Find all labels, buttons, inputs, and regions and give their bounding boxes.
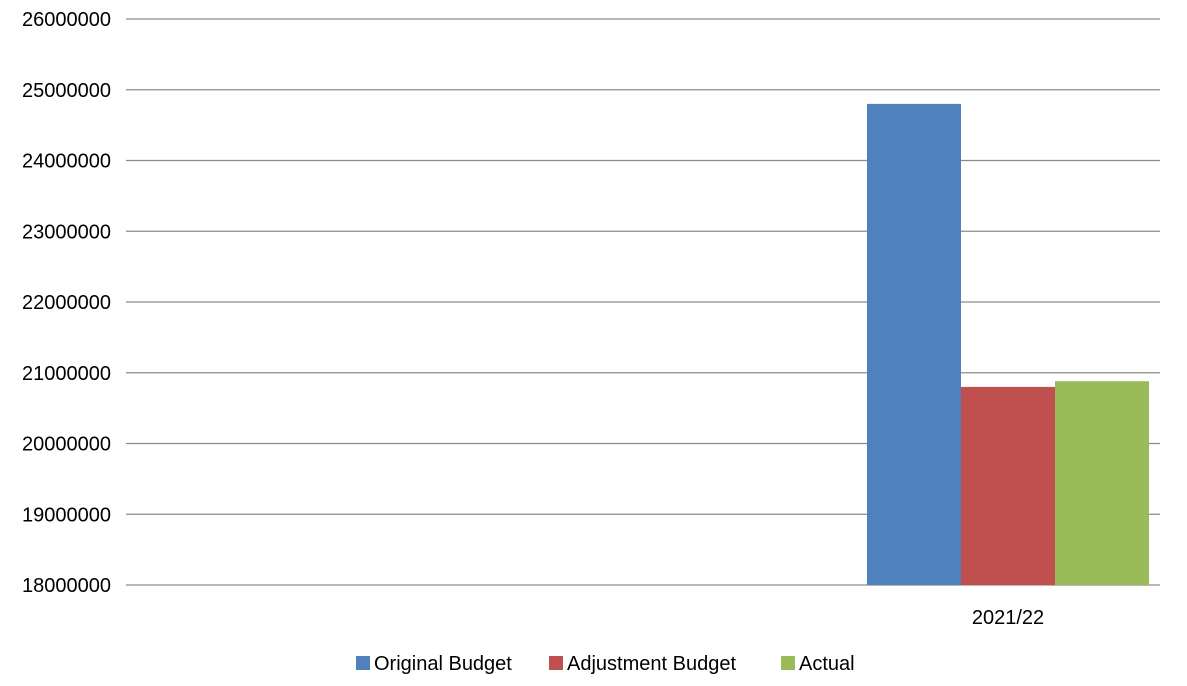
- legend-item-actual: Actual: [781, 653, 855, 675]
- gridlines: [126, 18, 1160, 586]
- legend-item-adjustment-budget: Adjustment Budget: [549, 653, 736, 675]
- y-tick-label: 26000000: [22, 9, 111, 31]
- y-tick-label: 19000000: [22, 504, 111, 526]
- legend-label: Actual: [799, 653, 855, 675]
- bars: [867, 103, 1149, 586]
- legend-label: Adjustment Budget: [567, 653, 736, 675]
- y-tick-label: 23000000: [22, 221, 111, 243]
- legend-label: Original Budget: [374, 653, 512, 675]
- y-tick-label: 22000000: [22, 292, 111, 314]
- y-tick-label: 25000000: [22, 80, 111, 102]
- y-tick-label: 24000000: [22, 151, 111, 173]
- legend-item-original-budget: Original Budget: [356, 653, 512, 675]
- legend-swatch: [549, 656, 563, 670]
- y-axis-tick-labels: 26000000 25000000 24000000 23000000 22000000…: [22, 9, 111, 597]
- y-tick-label: 21000000: [22, 363, 111, 385]
- y-tick-label: 20000000: [22, 434, 111, 456]
- bar-original-budget: [867, 103, 961, 586]
- bar-adjustment-budget: [961, 386, 1055, 585]
- legend-swatch: [356, 656, 370, 670]
- legend-swatch: [781, 656, 795, 670]
- x-axis-tick-labels: 2021/22: [972, 607, 1044, 629]
- x-tick-label: 2021/22: [972, 607, 1044, 629]
- bar-actual: [1055, 381, 1149, 585]
- legend: Original Budget Adjustment Budget Actual: [356, 653, 855, 675]
- y-tick-label: 18000000: [22, 575, 111, 597]
